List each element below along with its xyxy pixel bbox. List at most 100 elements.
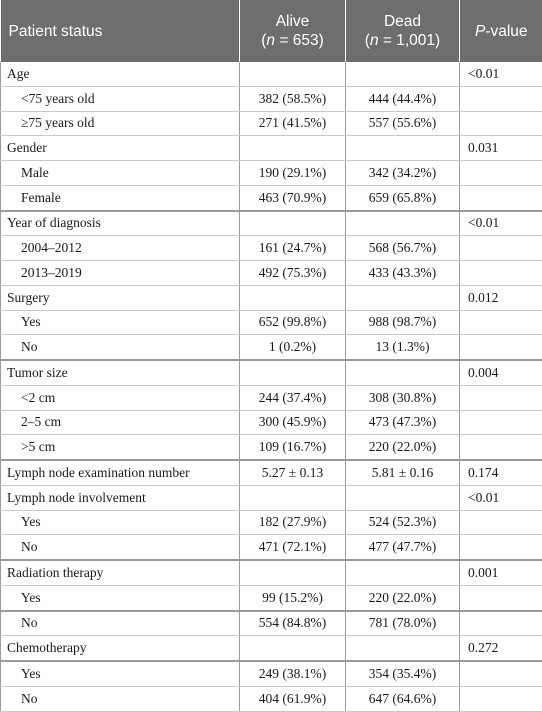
p-value (460, 261, 542, 286)
dead-value: 308 (30.8%) (346, 385, 460, 410)
row-label: Lymph node involvement (1, 485, 240, 510)
p-value: <0.01 (460, 211, 542, 236)
p-value: 0.272 (460, 636, 542, 661)
row-label: 2–5 cm (1, 410, 240, 435)
row-label: Yes (1, 510, 240, 535)
alive-value: 554 (84.8%) (240, 611, 346, 636)
alive-value: 161 (24.7%) (240, 236, 346, 261)
row-label: <75 years old (1, 86, 240, 111)
row-label: Yes (1, 661, 240, 686)
dead-value (346, 636, 460, 661)
header-dead: Dead (n = 1,001) (346, 0, 460, 62)
dead-value: 647 (64.6%) (346, 686, 460, 711)
alive-value (240, 211, 346, 236)
dead-value (346, 485, 460, 510)
dead-value (346, 62, 460, 86)
table-row: Lymph node involvement <0.01 (1, 485, 542, 510)
p-value (460, 111, 542, 136)
alive-value: 1 (0.2%) (240, 335, 346, 360)
alive-value (240, 560, 346, 585)
p-value (460, 585, 542, 610)
table-row: Age <0.01 (1, 62, 542, 86)
header-alive-n-letter: n (266, 32, 275, 49)
alive-value (240, 485, 346, 510)
p-value: 0.012 (460, 285, 542, 310)
header-row: Patient status Alive (n = 653) Dead (n =… (1, 0, 542, 62)
row-label: Male (1, 161, 240, 186)
row-label: ≥75 years old (1, 111, 240, 136)
alive-value: 463 (70.9%) (240, 185, 346, 210)
dead-value: 781 (78.0%) (346, 611, 460, 636)
alive-value: 300 (45.9%) (240, 410, 346, 435)
alive-value (240, 136, 346, 161)
row-label: Gender (1, 136, 240, 161)
row-label: Age (1, 62, 240, 86)
alive-value: 249 (38.1%) (240, 661, 346, 686)
dead-value: 524 (52.3%) (346, 510, 460, 535)
dead-value: 354 (35.4%) (346, 661, 460, 686)
p-value (460, 161, 542, 186)
row-label: Female (1, 185, 240, 210)
dead-value: 5.81 ± 0.16 (346, 460, 460, 485)
row-label: No (1, 335, 240, 360)
header-p-rest: -value (485, 23, 527, 40)
row-label: <2 cm (1, 385, 240, 410)
alive-value: 190 (29.1%) (240, 161, 346, 186)
table-row: Year of diagnosis <0.01 (1, 211, 542, 236)
alive-value: 109 (16.7%) (240, 435, 346, 460)
dead-value (346, 136, 460, 161)
p-value: <0.01 (460, 485, 542, 510)
alive-value: 244 (37.4%) (240, 385, 346, 410)
alive-value: 404 (61.9%) (240, 686, 346, 711)
alive-value (240, 285, 346, 310)
p-value: <0.01 (460, 62, 542, 86)
header-p-value: P-value (460, 0, 542, 62)
alive-value: 492 (75.3%) (240, 261, 346, 286)
alive-value: 182 (27.9%) (240, 510, 346, 535)
header-patient-status: Patient status (1, 0, 240, 62)
header-dead-title: Dead (384, 13, 421, 30)
header-alive-n: 653 (293, 32, 319, 49)
header-alive-title: Alive (276, 13, 310, 30)
row-label: No (1, 535, 240, 560)
dead-value: 342 (34.2%) (346, 161, 460, 186)
p-value (460, 510, 542, 535)
row-label: Lymph node examination number (1, 460, 240, 485)
row-label: 2004–2012 (1, 236, 240, 261)
dead-value: 444 (44.4%) (346, 86, 460, 111)
alive-value: 471 (72.1%) (240, 535, 346, 560)
dead-value (346, 560, 460, 585)
p-value (460, 661, 542, 686)
alive-value (240, 360, 346, 385)
alive-value: 5.27 ± 0.13 (240, 460, 346, 485)
p-value (460, 185, 542, 210)
p-value (460, 435, 542, 460)
dead-value: 477 (47.7%) (346, 535, 460, 560)
p-value (460, 236, 542, 261)
row-label: Radiation therapy (1, 560, 240, 585)
p-value (460, 86, 542, 111)
dead-value (346, 285, 460, 310)
header-dead-n: 1,001 (396, 32, 435, 49)
row-label: Yes (1, 585, 240, 610)
row-label: >5 cm (1, 435, 240, 460)
p-value (460, 385, 542, 410)
p-value: 0.174 (460, 460, 542, 485)
row-label: Year of diagnosis (1, 211, 240, 236)
p-value (460, 335, 542, 360)
dead-value: 220 (22.0%) (346, 435, 460, 460)
alive-value: 271 (41.5%) (240, 111, 346, 136)
